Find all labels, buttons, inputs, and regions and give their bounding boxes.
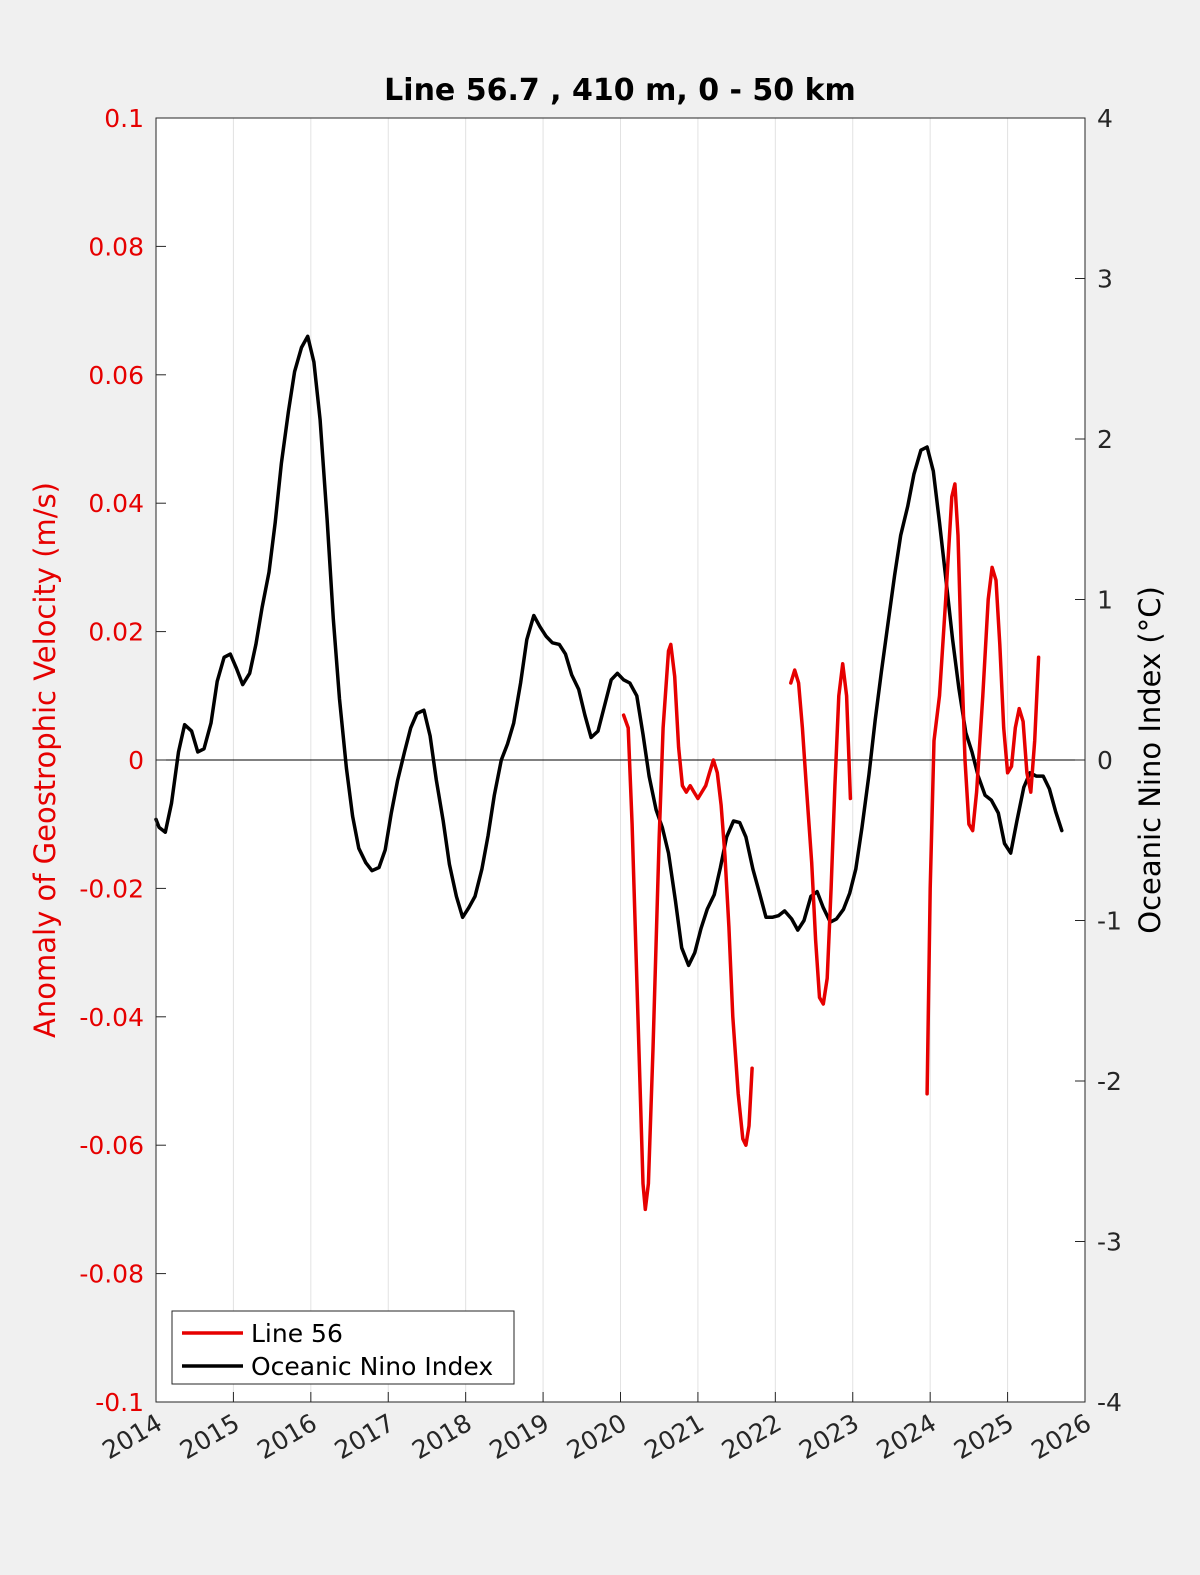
left-tick-label: -0.04 xyxy=(79,1003,144,1032)
left-tick-label: 0.06 xyxy=(88,361,144,390)
left-tick-label: -0.06 xyxy=(79,1131,144,1160)
x-tick-label: 2019 xyxy=(484,1408,554,1465)
right-tick-label: 2 xyxy=(1097,425,1113,454)
legend-label-oni: Oceanic Nino Index xyxy=(251,1352,493,1381)
x-tick-label: 2024 xyxy=(872,1408,942,1465)
left-tick-label: 0.02 xyxy=(88,618,144,647)
right-tick-label: 3 xyxy=(1097,265,1113,294)
x-tick-label: 2020 xyxy=(562,1408,632,1465)
x-tick-label: 2018 xyxy=(407,1408,477,1465)
left-tick-label: 0.08 xyxy=(88,232,144,261)
chart-title: Line 56.7 , 410 m, 0 - 50 km xyxy=(384,73,856,108)
left-axis-label: Anomaly of Geostrophic Velocity (m/s) xyxy=(28,482,62,1038)
right-tick-label: 0 xyxy=(1097,746,1113,775)
left-tick-label: 0.1 xyxy=(104,104,144,133)
series-line-line-56-segment-1 xyxy=(621,642,754,1212)
legend-label-line-56: Line 56 xyxy=(251,1319,343,1348)
x-tick-label: 2026 xyxy=(1026,1408,1096,1465)
x-tick-label: 2021 xyxy=(639,1408,709,1465)
left-tick-label: -0.08 xyxy=(79,1260,144,1289)
left-tick-label: -0.02 xyxy=(79,874,144,903)
right-tick-label: -4 xyxy=(1097,1388,1122,1417)
series-line-oceanic-nino-index xyxy=(154,334,1064,968)
x-tick-label: 2015 xyxy=(175,1408,245,1465)
right-tick-label: -3 xyxy=(1097,1228,1122,1257)
x-tick-label: 2023 xyxy=(794,1408,864,1465)
left-axis-ticks: 0.1 0.08 0.06 0.04 0.02 0 -0.02 -0.04 -0.06 -0.08… xyxy=(79,104,166,1417)
right-tick-label: 4 xyxy=(1097,104,1113,133)
x-axis-ticks: 2014 2015 2016 2017 2018 2019 2020 2021 2022 2023… xyxy=(97,1392,1096,1465)
series-line-line-56-segment-3 xyxy=(925,482,1041,1096)
x-tick-label: 2017 xyxy=(330,1408,400,1465)
x-tick-label: 2022 xyxy=(717,1408,787,1465)
right-tick-label: -1 xyxy=(1097,907,1122,936)
right-tick-label: 1 xyxy=(1097,586,1113,615)
right-axis-label: Oceanic Nino Index (°C) xyxy=(1133,586,1167,934)
series-layer xyxy=(154,334,1064,1212)
left-tick-label: 0 xyxy=(128,746,144,775)
left-tick-label: 0.04 xyxy=(88,489,144,518)
legend-box xyxy=(171,1310,515,1385)
right-axis-ticks: 4 3 2 1 0 -1 -2 -3 -4 xyxy=(1075,104,1122,1417)
legend: Line 56 Oceanic Nino Index xyxy=(171,1310,515,1385)
series-line-line-56-segment-2 xyxy=(789,661,853,1006)
x-tick-label: 2025 xyxy=(949,1408,1019,1465)
left-tick-label: -0.1 xyxy=(95,1388,144,1417)
right-tick-label: -2 xyxy=(1097,1067,1122,1096)
x-tick-label: 2016 xyxy=(252,1408,322,1465)
